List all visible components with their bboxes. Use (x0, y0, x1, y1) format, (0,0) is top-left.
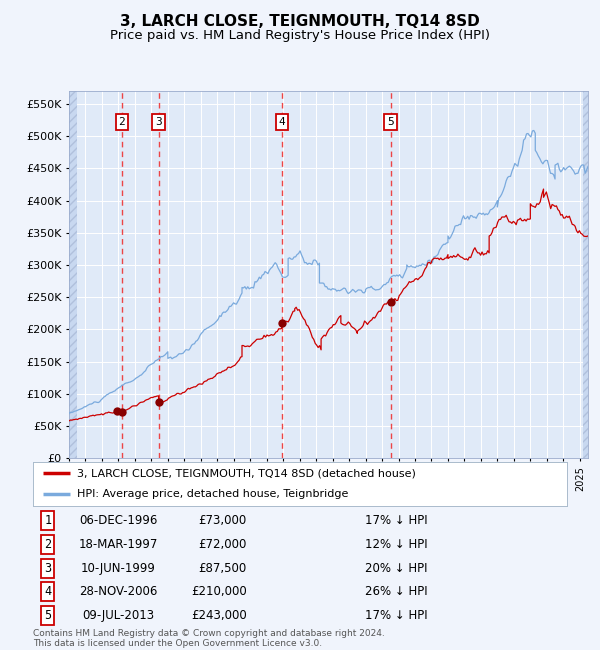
Text: 3, LARCH CLOSE, TEIGNMOUTH, TQ14 8SD (detached house): 3, LARCH CLOSE, TEIGNMOUTH, TQ14 8SD (de… (77, 469, 416, 478)
Text: 09-JUL-2013: 09-JUL-2013 (82, 609, 155, 622)
Text: 28-NOV-2006: 28-NOV-2006 (79, 585, 158, 598)
Text: 4: 4 (44, 585, 52, 598)
Text: 5: 5 (44, 609, 52, 622)
Text: 20% ↓ HPI: 20% ↓ HPI (365, 562, 427, 575)
Text: 2: 2 (119, 117, 125, 127)
Text: £87,500: £87,500 (199, 562, 247, 575)
Bar (69, 91, 77, 458)
Text: 17% ↓ HPI: 17% ↓ HPI (365, 514, 427, 527)
Text: 4: 4 (278, 117, 285, 127)
Text: HPI: Average price, detached house, Teignbridge: HPI: Average price, detached house, Teig… (77, 489, 348, 499)
Text: £73,000: £73,000 (199, 514, 247, 527)
Text: 18-MAR-1997: 18-MAR-1997 (79, 538, 158, 551)
Text: Contains HM Land Registry data © Crown copyright and database right 2024.
This d: Contains HM Land Registry data © Crown c… (33, 629, 385, 648)
Bar (583, 91, 591, 458)
Text: 06-DEC-1996: 06-DEC-1996 (79, 514, 158, 527)
Text: 3, LARCH CLOSE, TEIGNMOUTH, TQ14 8SD: 3, LARCH CLOSE, TEIGNMOUTH, TQ14 8SD (120, 14, 480, 29)
Text: Price paid vs. HM Land Registry's House Price Index (HPI): Price paid vs. HM Land Registry's House … (110, 29, 490, 42)
Text: 3: 3 (44, 562, 52, 575)
Text: £210,000: £210,000 (191, 585, 247, 598)
Text: 10-JUN-1999: 10-JUN-1999 (81, 562, 156, 575)
Text: 3: 3 (155, 117, 162, 127)
Text: 1: 1 (44, 514, 52, 527)
Text: 2: 2 (44, 538, 52, 551)
Text: £72,000: £72,000 (198, 538, 247, 551)
Text: £243,000: £243,000 (191, 609, 247, 622)
Text: 26% ↓ HPI: 26% ↓ HPI (365, 585, 427, 598)
Text: 12% ↓ HPI: 12% ↓ HPI (365, 538, 427, 551)
Text: 5: 5 (387, 117, 394, 127)
Text: 17% ↓ HPI: 17% ↓ HPI (365, 609, 427, 622)
